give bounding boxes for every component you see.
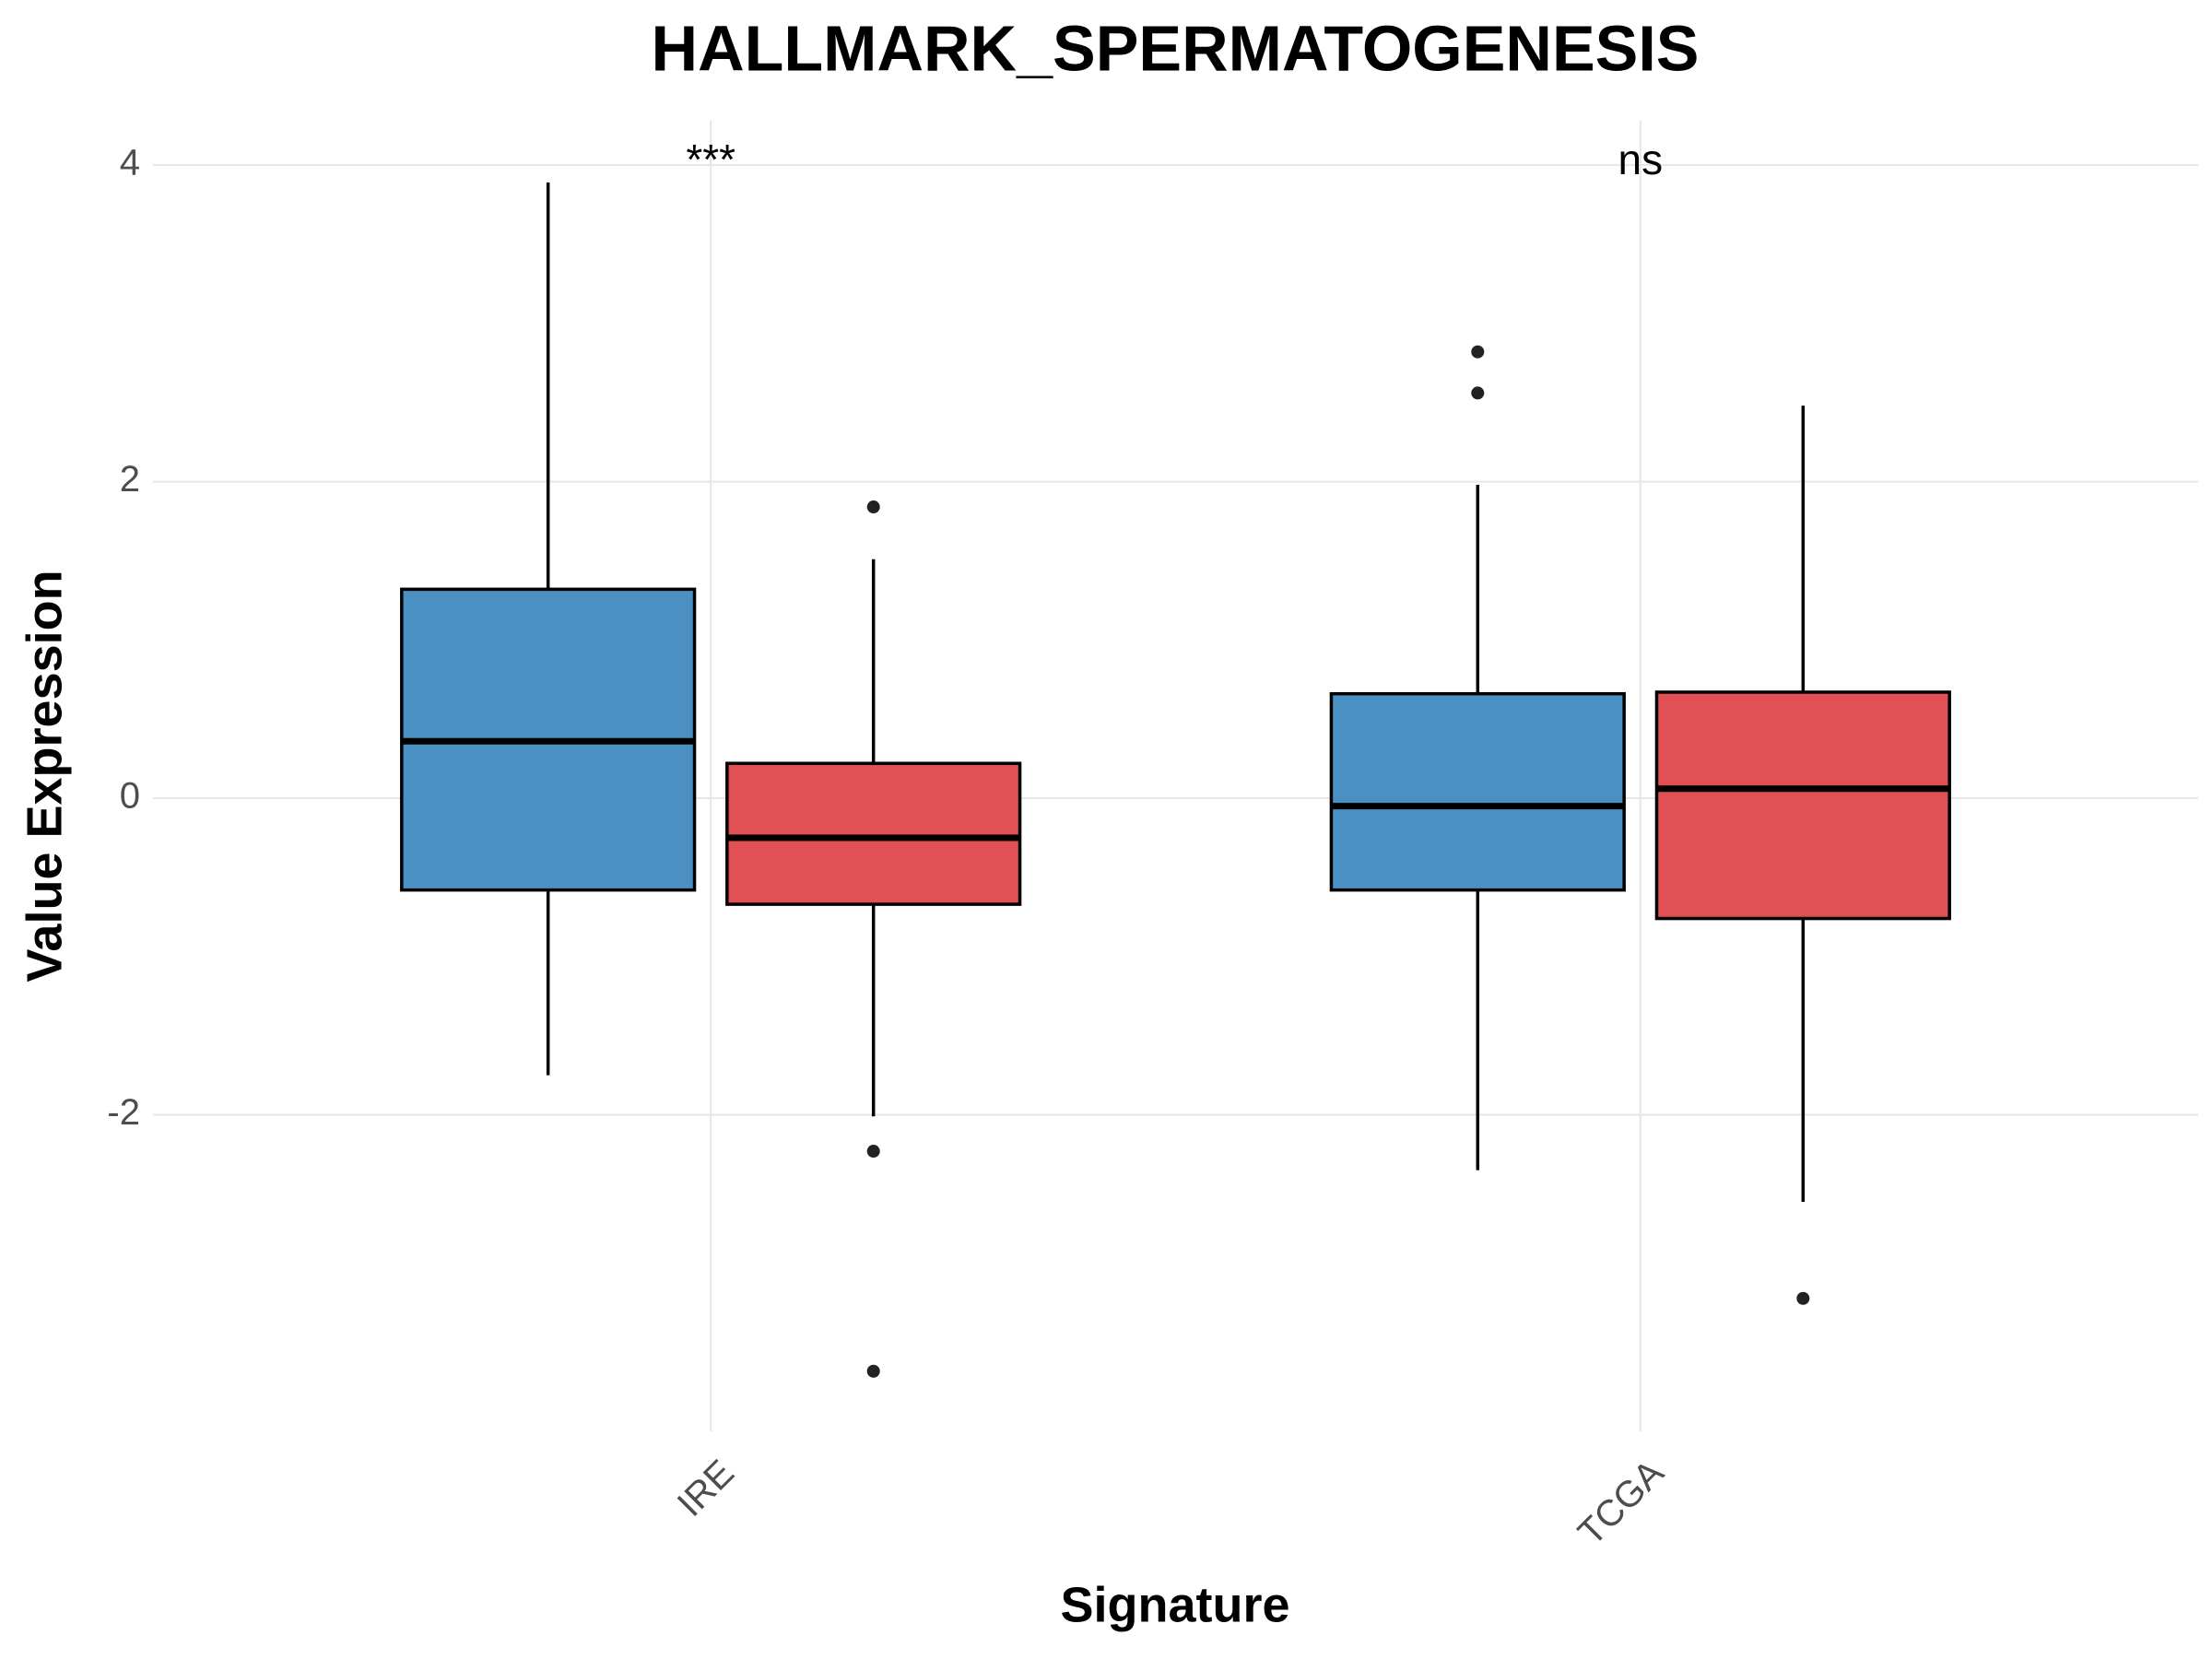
box — [1329, 691, 1626, 892]
y-tick-label: -2 — [107, 1092, 140, 1133]
outlier — [1796, 1291, 1810, 1305]
box — [1654, 690, 1951, 921]
x-tick-label: IRE — [670, 1453, 742, 1524]
outlier — [866, 1145, 880, 1159]
significance-label: *** — [686, 135, 735, 183]
x-axis-title: Signature — [1060, 1577, 1289, 1632]
y-tick-label: 0 — [120, 776, 140, 817]
x-tick-label: TCGA — [1571, 1453, 1672, 1554]
y-tick-label: 4 — [120, 143, 140, 183]
y-tick-label: 2 — [120, 459, 140, 500]
significance-label: ns — [1618, 135, 1664, 183]
chart-title: HALLMARK_SPERMATOGENESIS — [652, 12, 1700, 84]
y-axis-title: Value Expression — [17, 570, 72, 982]
outlier — [1471, 386, 1485, 400]
outlier — [866, 1364, 880, 1378]
outlier — [1471, 345, 1485, 359]
outlier — [866, 500, 880, 514]
box — [725, 761, 1022, 906]
